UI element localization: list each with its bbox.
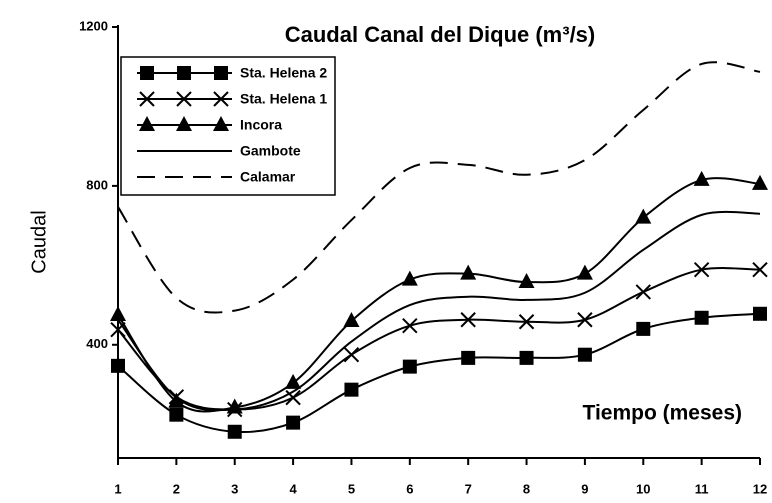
marker-square bbox=[694, 310, 709, 325]
marker-square bbox=[402, 359, 417, 374]
marker-square bbox=[461, 350, 476, 365]
x-tick-label: 4 bbox=[289, 481, 297, 496]
marker-triangle bbox=[213, 116, 229, 131]
marker-square bbox=[519, 350, 534, 365]
marker-square bbox=[577, 347, 592, 362]
marker-triangle bbox=[752, 174, 768, 190]
marker-triangle bbox=[635, 208, 652, 224]
x-tick-label: 7 bbox=[465, 481, 472, 496]
marker-x bbox=[693, 261, 710, 278]
series-line bbox=[117, 61, 761, 314]
x-tick-label: 5 bbox=[348, 481, 355, 496]
marker-triangle bbox=[168, 392, 185, 408]
marker-square bbox=[344, 382, 359, 397]
marker-x bbox=[460, 312, 476, 328]
marker-square bbox=[636, 321, 651, 336]
marker-triangle bbox=[176, 116, 192, 131]
x-axis-label: Tiempo (meses) bbox=[583, 402, 743, 425]
x-tick-label: 9 bbox=[581, 481, 588, 496]
series-line bbox=[117, 267, 761, 411]
marker-x bbox=[139, 91, 155, 107]
marker-square bbox=[214, 66, 228, 80]
marker-square bbox=[753, 306, 767, 321]
chart-title: Caudal Canal del Dique (m³/s) bbox=[285, 22, 596, 47]
x-tick-label: 3 bbox=[231, 481, 238, 496]
marker-x bbox=[343, 347, 360, 363]
legend-label: Sta. Helena 1 bbox=[240, 91, 327, 107]
legend-label: Incora bbox=[240, 117, 282, 133]
x-tick-label: 1 bbox=[114, 481, 121, 496]
marker-x bbox=[635, 284, 651, 300]
marker-square bbox=[177, 66, 191, 80]
y-tick-label: 1200 bbox=[79, 18, 108, 33]
marker-square bbox=[140, 66, 154, 80]
x-tick-label: 6 bbox=[406, 481, 413, 496]
marker-triangle bbox=[693, 170, 710, 186]
marker-x bbox=[752, 261, 768, 278]
x-tick-label: 11 bbox=[695, 481, 709, 496]
marker-triangle bbox=[576, 264, 593, 280]
marker-x bbox=[213, 91, 229, 107]
marker-x bbox=[577, 312, 593, 328]
marker-triangle bbox=[401, 270, 418, 286]
marker-x bbox=[518, 314, 535, 330]
marker-square bbox=[169, 407, 184, 422]
legend-label: Calamar bbox=[240, 169, 296, 185]
y-tick-label: 800 bbox=[86, 177, 108, 192]
legend-label: Sta. Helena 2 bbox=[240, 65, 327, 81]
legend-label: Gambote bbox=[240, 143, 301, 159]
marker-square bbox=[111, 358, 125, 373]
x-tick-label: 12 bbox=[753, 481, 767, 496]
marker-square bbox=[227, 424, 242, 439]
marker-triangle bbox=[110, 305, 126, 321]
y-axis-label: Caudal bbox=[28, 210, 50, 273]
marker-triangle bbox=[343, 311, 360, 327]
marker-triangle bbox=[139, 116, 155, 131]
marker-triangle bbox=[285, 373, 302, 389]
marker-triangle bbox=[518, 273, 535, 289]
legend: Sta. Helena 2 Sta. Helena 1 Incora Gambote C… bbox=[137, 65, 327, 185]
series-line bbox=[117, 210, 761, 412]
marker-x bbox=[285, 389, 301, 406]
series-line bbox=[117, 177, 761, 413]
marker-x bbox=[176, 91, 192, 107]
x-tick-label: 8 bbox=[523, 481, 530, 496]
y-tick-label: 400 bbox=[86, 336, 108, 351]
x-tick-label: 2 bbox=[173, 481, 180, 496]
marker-x bbox=[402, 318, 418, 334]
x-tick-label: 10 bbox=[636, 481, 650, 496]
marker-square bbox=[286, 415, 301, 430]
marker-triangle bbox=[460, 264, 477, 280]
